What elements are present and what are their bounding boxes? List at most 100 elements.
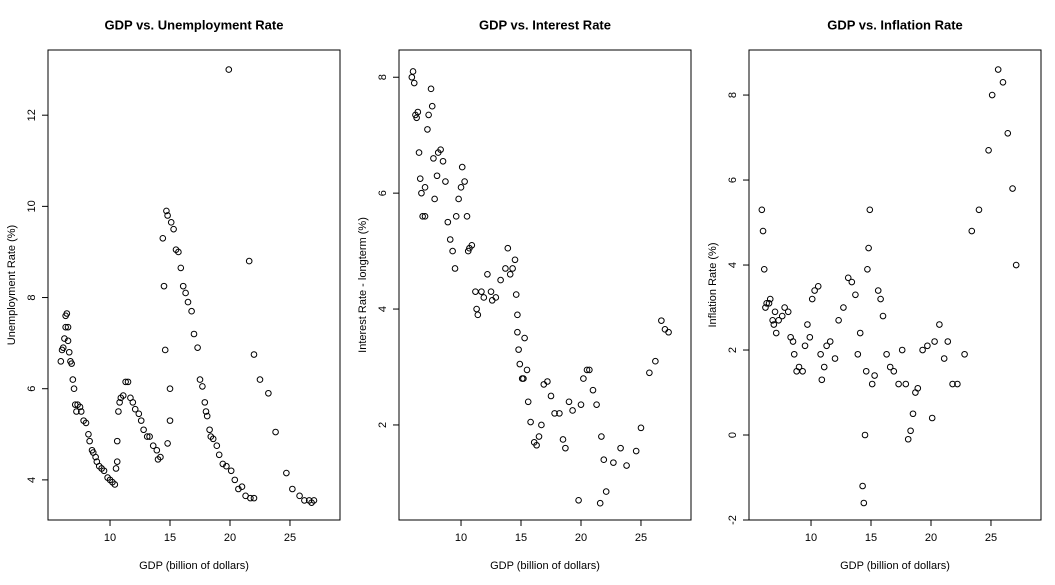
point: [559, 436, 567, 443]
point: [589, 386, 597, 394]
point: [538, 421, 545, 429]
point: [472, 288, 479, 295]
point: [159, 234, 167, 242]
point: [122, 378, 129, 386]
panel: GDP vs. Interest Rate 10 15 20 25 2 4 6 8 GDP (bi…: [357, 17, 692, 572]
point: [562, 444, 569, 452]
y-tick-label: 8: [377, 74, 389, 80]
point: [890, 367, 898, 375]
point: [225, 66, 233, 73]
point: [76, 403, 84, 411]
point: [859, 482, 866, 490]
point: [421, 213, 429, 220]
point: [854, 350, 862, 358]
point: [784, 308, 792, 316]
point: [817, 350, 824, 358]
y-tick-label: 2: [377, 422, 389, 428]
point: [161, 346, 169, 354]
x-axis-label: GDP (billion of dollars): [139, 560, 249, 572]
point: [665, 328, 672, 336]
point: [146, 433, 153, 440]
point: [488, 297, 496, 304]
point: [580, 375, 587, 382]
point: [487, 288, 495, 295]
x-tick-label: 10: [104, 532, 116, 544]
point: [196, 376, 204, 383]
point: [92, 453, 99, 461]
y-tick-label: 4: [727, 262, 739, 268]
point: [758, 206, 766, 214]
x-tick-label: 15: [164, 532, 176, 544]
point: [442, 178, 449, 185]
y-tick-label: 6: [727, 177, 739, 183]
point: [484, 270, 491, 278]
point: [73, 408, 80, 415]
point: [1012, 261, 1020, 269]
point: [227, 467, 235, 475]
y-axis-label: Inflation Rate (%): [707, 243, 719, 328]
point: [770, 321, 778, 328]
point: [190, 330, 198, 338]
point: [414, 108, 422, 116]
point: [861, 431, 869, 439]
point: [250, 351, 258, 358]
point: [661, 326, 669, 333]
point: [514, 328, 521, 336]
point: [111, 481, 119, 488]
point: [149, 442, 157, 449]
point: [928, 414, 936, 422]
point: [593, 401, 600, 408]
point: [68, 360, 75, 367]
point: [250, 494, 258, 502]
point: [425, 111, 432, 119]
x-tick-label: 15: [865, 532, 877, 544]
point: [801, 342, 809, 350]
point: [431, 195, 438, 203]
point: [814, 282, 822, 290]
x-tick-label: 20: [575, 532, 587, 544]
point: [527, 418, 534, 426]
point: [556, 410, 563, 417]
point: [862, 367, 870, 375]
point: [113, 437, 121, 445]
point: [308, 499, 315, 506]
point: [949, 380, 956, 388]
point: [575, 496, 582, 504]
point: [806, 333, 814, 341]
point: [63, 310, 71, 317]
x-axis-label: GDP (billion of dollars): [840, 560, 950, 572]
point: [86, 437, 93, 445]
point: [157, 453, 164, 461]
point: [826, 338, 834, 345]
point: [167, 219, 175, 226]
point: [985, 146, 992, 154]
point: [458, 163, 466, 171]
point: [886, 363, 894, 371]
point: [994, 66, 1002, 73]
y-tick-label: 4: [377, 306, 389, 312]
point: [820, 363, 828, 371]
point: [898, 346, 906, 354]
point: [408, 73, 416, 81]
point: [975, 206, 983, 214]
point: [64, 323, 72, 331]
point: [883, 350, 890, 358]
chart-title: GDP vs. Unemployment Rate: [105, 17, 284, 32]
point: [864, 265, 871, 273]
point: [131, 405, 139, 413]
point: [238, 483, 246, 491]
point: [804, 321, 811, 328]
point: [457, 184, 465, 191]
point: [194, 344, 201, 351]
point: [245, 257, 253, 265]
point: [844, 274, 852, 282]
point: [866, 206, 874, 214]
x-tick-label: 25: [635, 532, 647, 544]
y-tick-label: -2: [727, 515, 739, 525]
point: [419, 213, 426, 220]
y-tick-label: 6: [377, 190, 389, 196]
point: [877, 295, 884, 303]
y-tick-label: 4: [26, 477, 38, 483]
y-tick-label: 2: [727, 347, 739, 353]
point: [904, 435, 912, 443]
